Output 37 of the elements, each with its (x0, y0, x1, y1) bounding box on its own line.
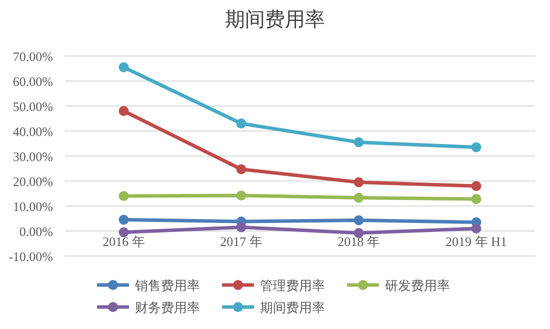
legend-label: 期间费用率 (260, 300, 325, 315)
legend-label: 研发费用率 (385, 278, 450, 293)
y-tick-label: 0.00% (19, 224, 54, 239)
y-tick-label: 60.00% (12, 74, 54, 89)
point (236, 164, 246, 174)
y-tick-label: 50.00% (12, 99, 54, 114)
point (354, 137, 364, 148)
y-tick-label: 30.00% (12, 149, 54, 164)
legend-label: 财务费用率 (135, 300, 200, 315)
legend-label: 销售费用率 (134, 278, 200, 293)
legend-label: 管理费用率 (260, 278, 325, 293)
x-tick-label: 2019 年 H1 (446, 234, 507, 249)
point (118, 106, 129, 116)
x-tick-label: 2018 年 (338, 234, 380, 249)
point (236, 222, 246, 232)
point (471, 181, 482, 191)
x-tick-label: 2016 年 (102, 234, 145, 249)
y-tick-label: 40.00% (12, 124, 54, 139)
title: 期间费用率 (225, 9, 325, 31)
y-tick-label: 70.00% (12, 49, 54, 64)
y-tick-label: -10.00% (8, 249, 54, 264)
point (118, 227, 129, 238)
x-tick-label: 2017 年 (220, 234, 262, 249)
point (471, 142, 482, 152)
point (236, 118, 246, 128)
y-tick-label: 20.00% (12, 174, 54, 189)
point (471, 224, 482, 234)
point (471, 194, 482, 204)
point (236, 190, 246, 200)
point (354, 228, 364, 238)
point (118, 62, 129, 72)
y-tick-label: 10.00% (12, 199, 54, 214)
point (354, 177, 364, 188)
point (354, 215, 364, 226)
point (118, 214, 129, 225)
point (118, 191, 129, 201)
point (354, 192, 364, 203)
